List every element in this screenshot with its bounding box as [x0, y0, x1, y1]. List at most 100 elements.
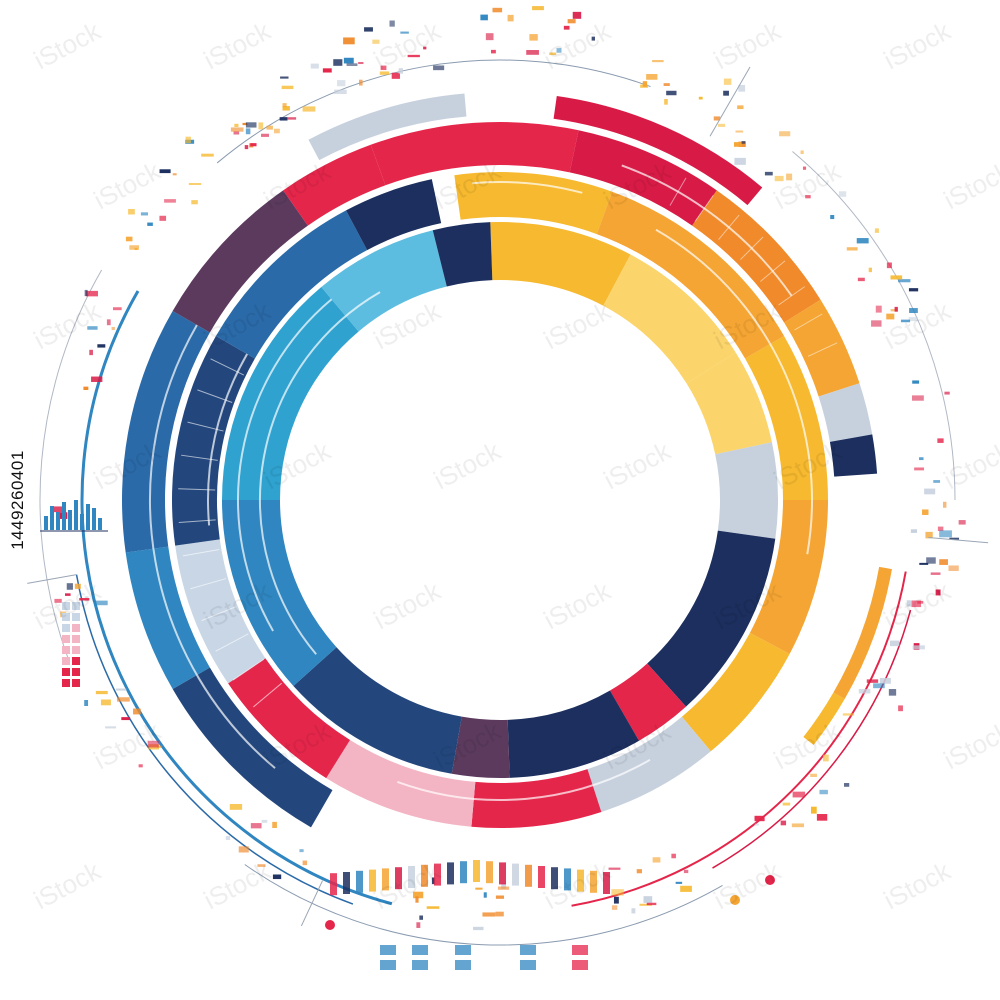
bottom-swatch — [538, 866, 545, 888]
data-glyph — [245, 122, 257, 128]
watermark-text: iStock — [29, 855, 106, 915]
data-glyph — [475, 887, 483, 890]
data-glyph — [898, 279, 911, 283]
side-swatch — [72, 668, 80, 676]
data-glyph — [245, 128, 251, 135]
ring-segment — [451, 716, 510, 778]
data-glyph — [567, 19, 576, 24]
mini-bar — [98, 518, 102, 530]
data-glyph — [225, 836, 231, 840]
data-glyph — [912, 645, 925, 650]
data-glyph — [359, 79, 363, 86]
ring-segment — [745, 336, 828, 500]
data-glyph — [937, 438, 944, 443]
data-glyph — [930, 572, 941, 575]
watermark-text: iStock — [939, 715, 1000, 775]
data-glyph — [372, 39, 380, 44]
watermark-text: iStock — [199, 855, 276, 915]
data-glyph — [94, 600, 108, 606]
outer-arc — [39, 269, 103, 658]
watermark-text: iStock — [879, 15, 956, 75]
data-glyph — [925, 531, 933, 539]
ring-segment — [553, 95, 763, 206]
data-glyph — [105, 726, 117, 729]
ring-detail-line — [148, 324, 276, 769]
ring-tick — [190, 578, 227, 590]
data-glyph — [874, 228, 879, 233]
data-glyph — [91, 376, 103, 382]
ring-tick — [182, 548, 220, 557]
ring-segment — [125, 546, 210, 689]
bottom-swatch — [421, 864, 428, 887]
data-glyph — [261, 133, 270, 137]
bottom-swatch — [395, 867, 402, 890]
data-glyph — [822, 754, 829, 762]
stock-id-label: 1449260401 — [3, 450, 33, 550]
watermark-text: iStock — [539, 295, 616, 355]
data-glyph — [419, 915, 424, 920]
data-glyph — [908, 317, 918, 322]
data-glyph — [364, 27, 373, 32]
data-glyph — [937, 526, 944, 532]
side-swatch — [62, 679, 70, 687]
data-glyph — [844, 783, 850, 787]
ring-tick — [669, 177, 687, 206]
data-glyph — [310, 63, 319, 69]
ring-segment — [784, 299, 860, 397]
data-glyph — [786, 173, 793, 181]
data-glyph — [121, 717, 131, 721]
data-glyph — [888, 689, 897, 696]
data-glyph — [866, 679, 879, 683]
data-glyph — [631, 908, 636, 914]
leader-line — [928, 536, 989, 544]
data-glyph — [782, 802, 791, 806]
data-glyph — [738, 84, 746, 92]
data-glyph — [84, 289, 88, 297]
ring-segment — [215, 210, 368, 359]
bottom-swatch — [486, 861, 493, 884]
bottom-swatch — [460, 861, 467, 884]
data-glyph — [846, 247, 858, 251]
data-glyph — [164, 199, 176, 203]
watermark-text: iStock — [879, 295, 956, 355]
watermark-text: iStock — [879, 855, 956, 915]
data-glyph — [407, 54, 420, 58]
data-glyph — [838, 191, 847, 197]
ring-segments — [122, 93, 892, 829]
ring-detail-lines — [148, 164, 838, 801]
data-glyph — [346, 63, 358, 67]
ring-segment — [228, 658, 351, 779]
data-glyph — [497, 886, 510, 890]
data-glyph — [343, 37, 355, 45]
ring-tick — [178, 488, 216, 491]
data-glyph — [480, 14, 488, 21]
data-glyph — [97, 344, 106, 348]
data-glyph — [147, 740, 159, 748]
ring-tick — [187, 421, 224, 432]
data-glyph — [943, 501, 947, 508]
data-glyph — [754, 823, 759, 826]
ring-tick — [210, 358, 245, 376]
data-glyph — [358, 62, 364, 65]
data-glyph — [646, 74, 658, 80]
mini-bar — [62, 502, 66, 530]
data-glyph — [84, 699, 89, 707]
bottom-tile — [572, 945, 588, 955]
side-swatch — [62, 624, 70, 632]
side-swatch — [62, 668, 70, 676]
ring-tick — [760, 260, 786, 282]
data-glyph — [733, 142, 742, 147]
ring-segment — [603, 254, 736, 384]
mini-bar — [80, 514, 84, 530]
data-glyph — [495, 911, 504, 917]
data-glyph — [501, 882, 506, 889]
data-glyph — [875, 305, 882, 313]
data-glyph — [282, 106, 290, 111]
data-glyph — [128, 209, 135, 215]
ring-segment — [818, 383, 873, 442]
data-glyph — [713, 116, 721, 121]
data-glyph — [816, 814, 828, 821]
data-glyph — [391, 72, 400, 79]
outer-arc — [712, 609, 912, 869]
